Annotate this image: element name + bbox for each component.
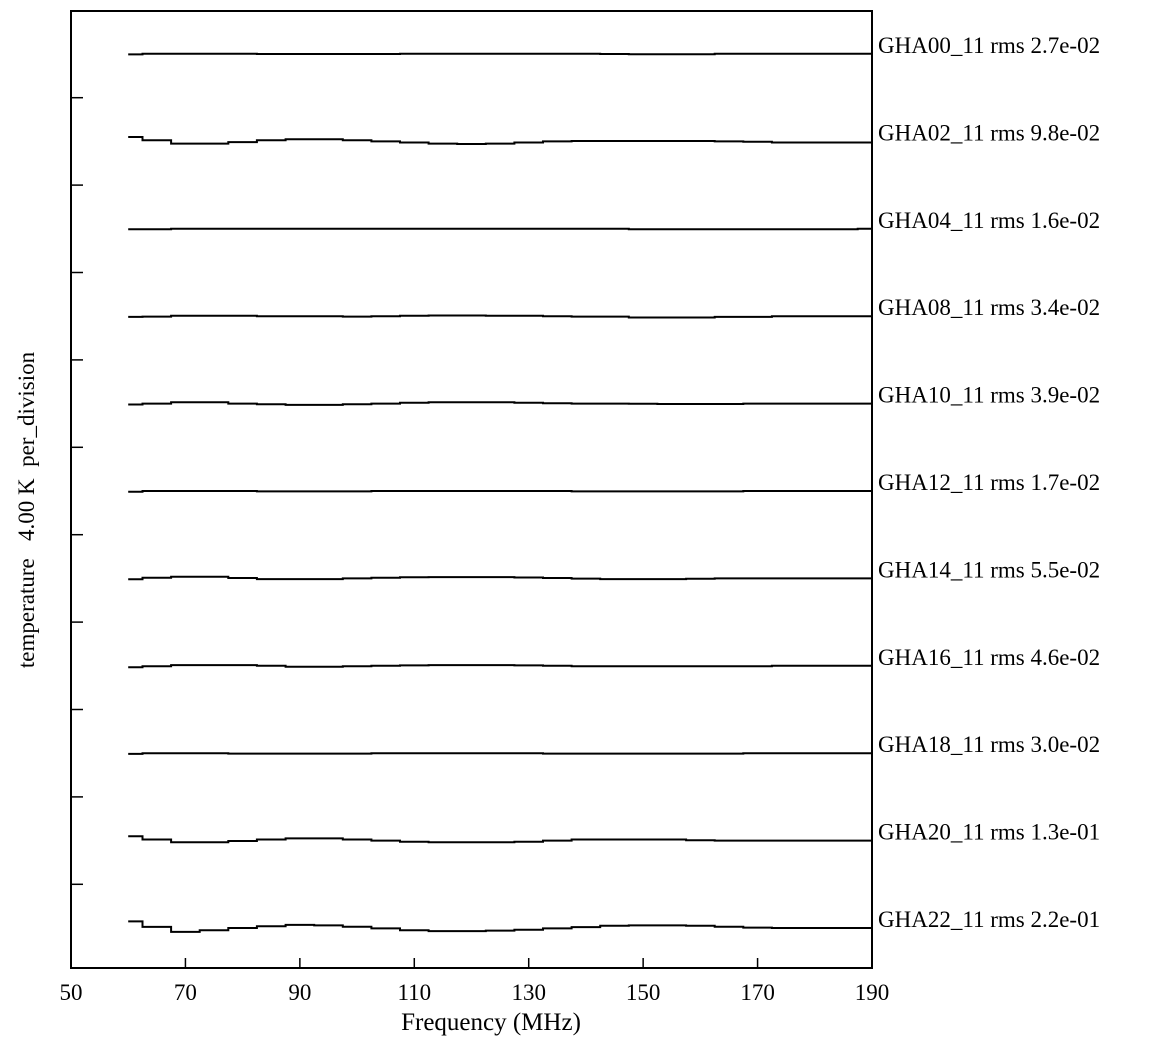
series-label: GHA12_11 rms 1.7e-02 bbox=[878, 470, 1100, 495]
series-label: GHA04_11 rms 1.6e-02 bbox=[878, 208, 1100, 233]
x-tick-label: 170 bbox=[740, 980, 775, 1005]
series-label: GHA22_11 rms 2.2e-01 bbox=[878, 907, 1100, 932]
series-label: GHA16_11 rms 4.6e-02 bbox=[878, 645, 1100, 670]
series-line bbox=[128, 402, 872, 405]
series-line bbox=[128, 753, 872, 754]
series-line bbox=[128, 54, 872, 55]
series-label: GHA18_11 rms 3.0e-02 bbox=[878, 732, 1100, 757]
series-line bbox=[128, 921, 872, 932]
series-label: GHA14_11 rms 5.5e-02 bbox=[878, 557, 1100, 582]
series-line bbox=[128, 836, 872, 842]
series-label: GHA08_11 rms 3.4e-02 bbox=[878, 295, 1100, 320]
x-axis-label: Frequency (MHz) bbox=[401, 1009, 581, 1037]
series-line bbox=[128, 137, 872, 144]
series-line bbox=[128, 491, 872, 492]
series-line bbox=[128, 577, 872, 580]
x-tick-label: 70 bbox=[174, 980, 197, 1005]
series-label: GHA00_11 rms 2.7e-02 bbox=[878, 33, 1100, 58]
x-tick-label: 150 bbox=[626, 980, 661, 1005]
x-tick-label: 90 bbox=[288, 980, 311, 1005]
x-tick-label: 50 bbox=[60, 980, 83, 1005]
plot-frame bbox=[71, 11, 872, 968]
series-label: GHA20_11 rms 1.3e-01 bbox=[878, 820, 1100, 845]
y-axis-label: temperature 4.00 K per_division bbox=[14, 352, 40, 668]
x-tick-label: 130 bbox=[511, 980, 546, 1005]
series-line bbox=[128, 665, 872, 667]
x-tick-label: 110 bbox=[397, 980, 431, 1005]
series-line bbox=[128, 316, 872, 318]
series-label: GHA02_11 rms 9.8e-02 bbox=[878, 120, 1100, 145]
series-label: GHA10_11 rms 3.9e-02 bbox=[878, 383, 1100, 408]
x-tick-label: 190 bbox=[855, 980, 890, 1005]
